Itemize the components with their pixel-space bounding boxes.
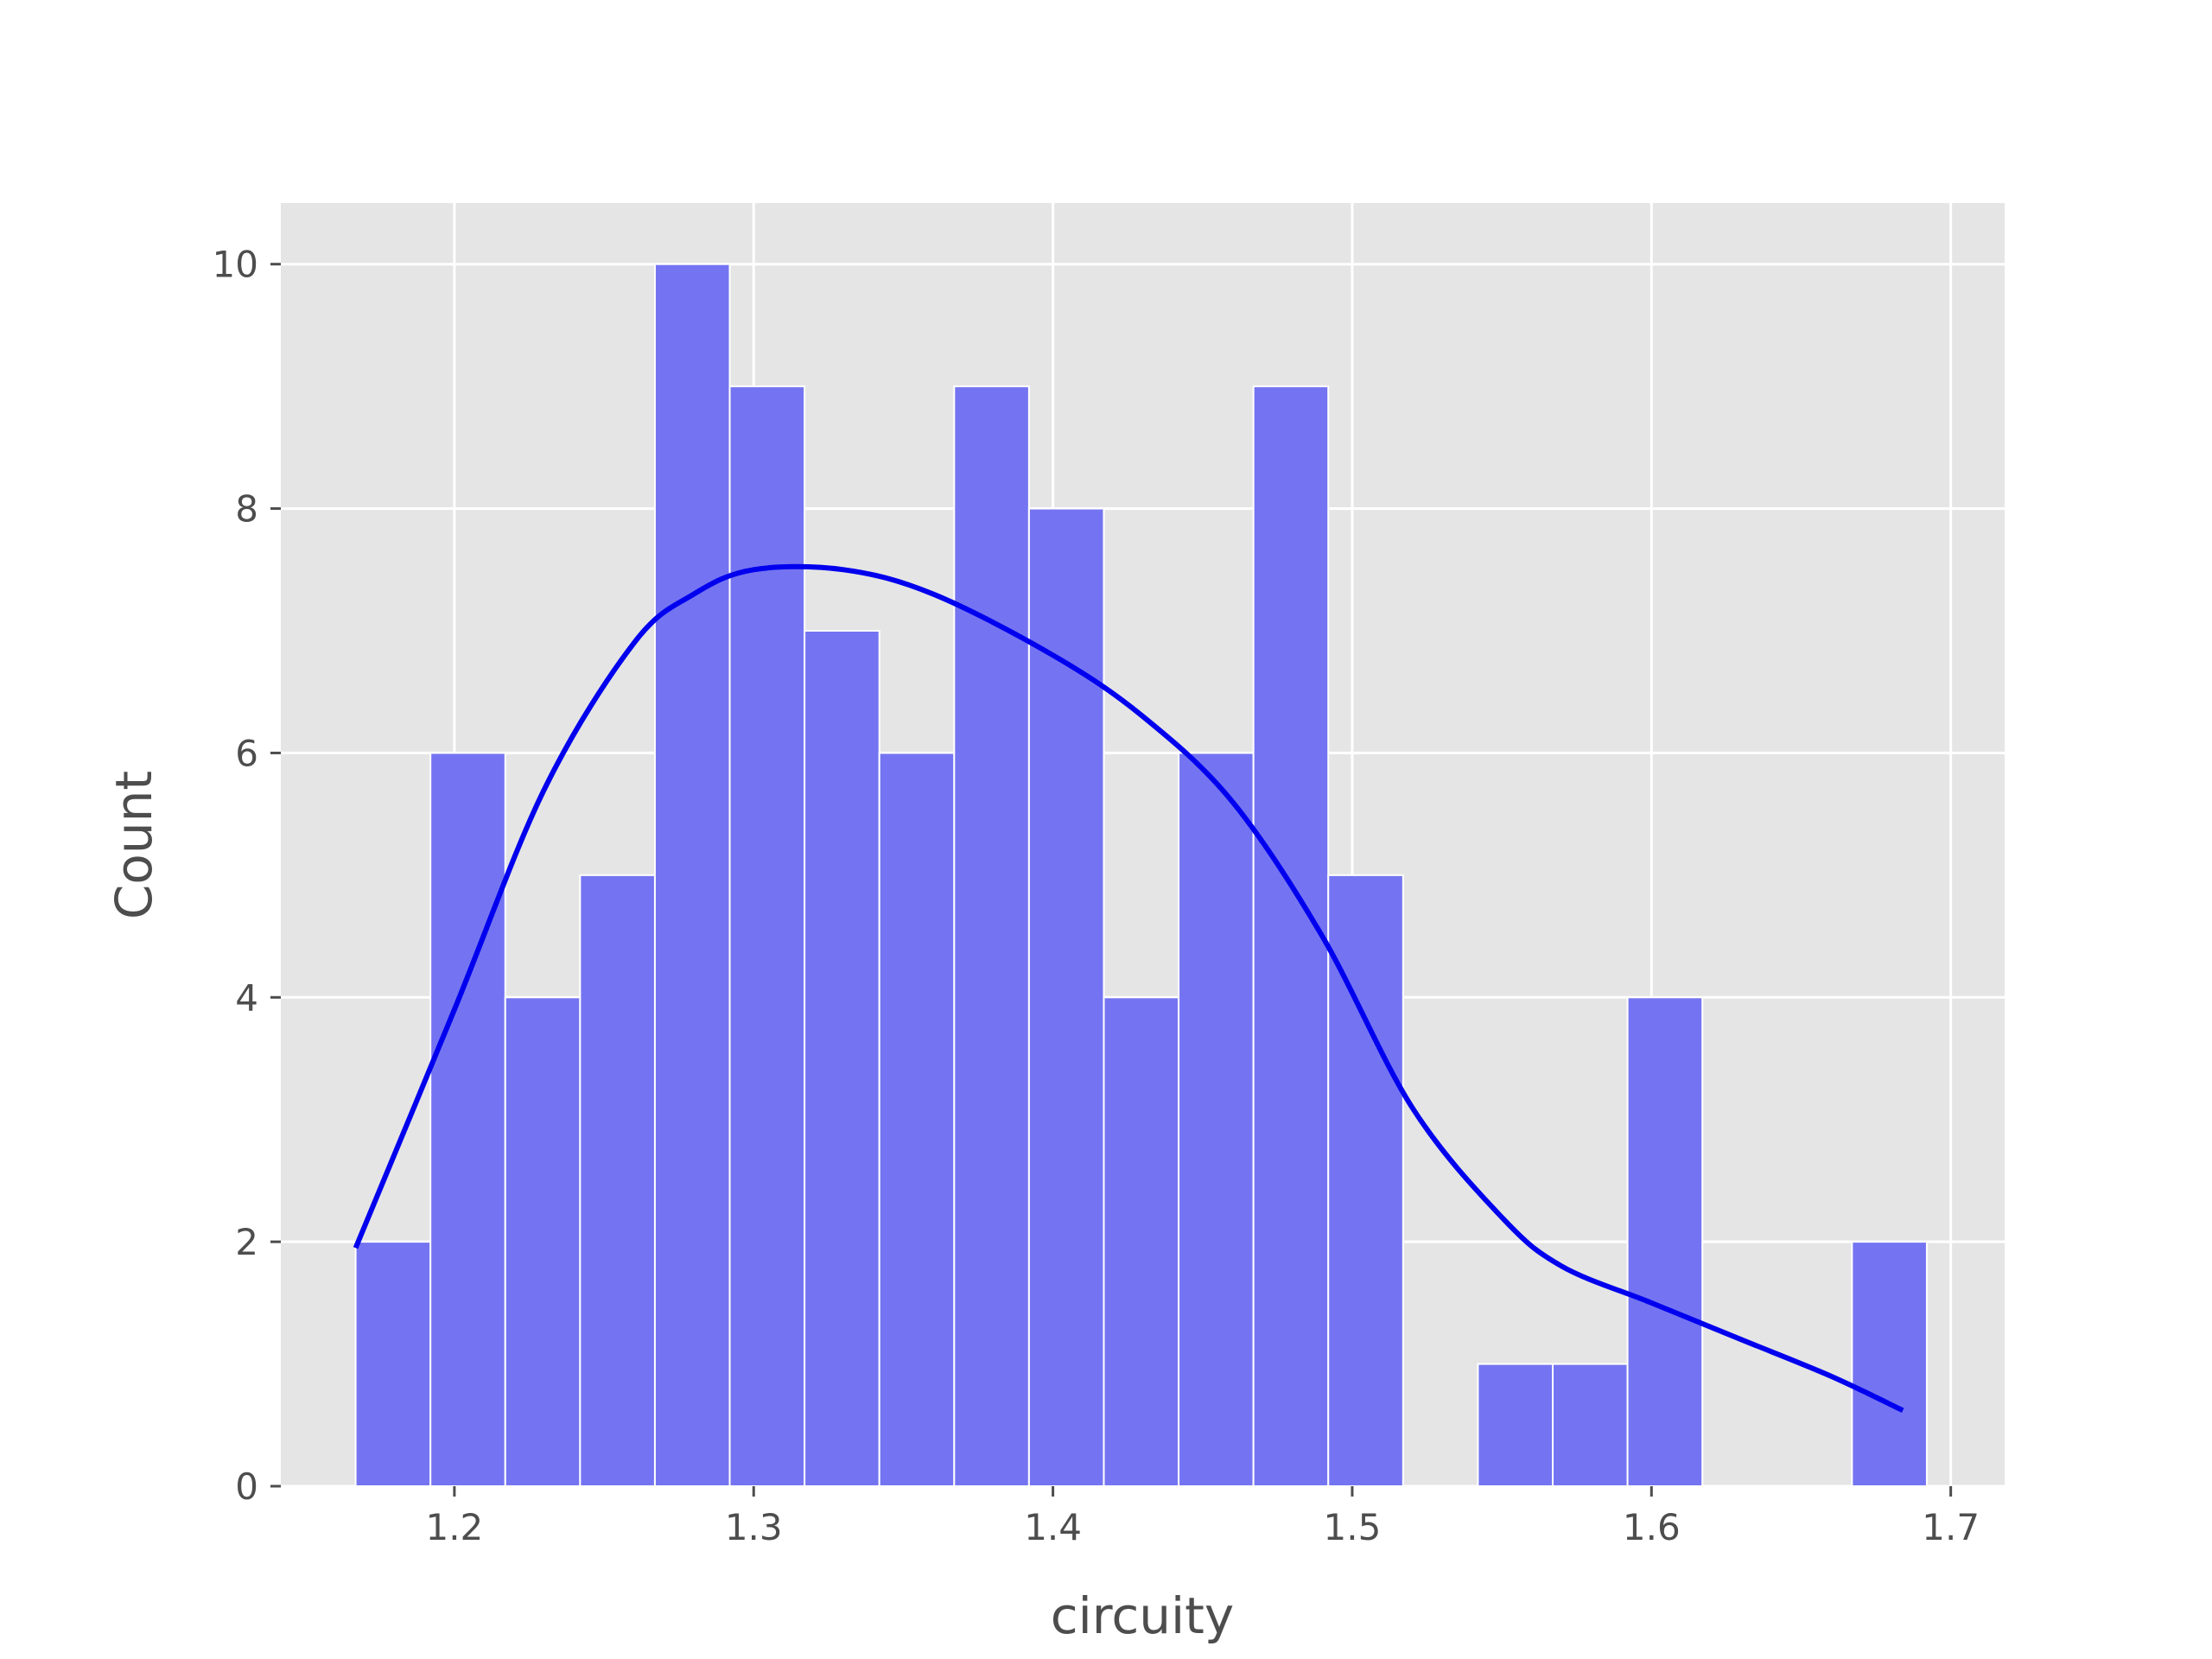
histogram-bar — [1103, 996, 1180, 1488]
y-tick-label: 2 — [235, 1221, 258, 1263]
kde-line — [353, 563, 1904, 1414]
histogram-bar — [1552, 1363, 1629, 1487]
histogram-bar — [354, 1241, 432, 1487]
histogram-bar — [579, 874, 656, 1487]
histogram-bar — [1327, 874, 1404, 1487]
x-tick-label: 1.6 — [1623, 1506, 1681, 1548]
x-tick-label: 1.7 — [1922, 1506, 1980, 1548]
axis-ticks — [270, 263, 1953, 1497]
histogram-bar — [1477, 1363, 1554, 1487]
y-tick-label: 4 — [235, 976, 258, 1019]
histogram-bar — [1252, 385, 1330, 1488]
histogram-bar — [1178, 752, 1255, 1487]
histogram-bar — [1626, 996, 1704, 1488]
histogram-bar — [1027, 507, 1105, 1487]
y-tick-label: 0 — [235, 1465, 258, 1508]
histogram-bar — [653, 263, 731, 1488]
x-axis-label: circuity — [1051, 1586, 1234, 1645]
y-tick-label: 8 — [235, 488, 258, 531]
x-tick-label: 1.5 — [1324, 1506, 1382, 1548]
histogram-bar — [878, 752, 956, 1487]
histogram-bar — [953, 385, 1030, 1488]
y-tick-label: 10 — [213, 244, 258, 286]
histogram-bar — [804, 630, 880, 1487]
y-tick-label: 6 — [235, 732, 258, 774]
x-tick-labels: 1.2 1.3 1.4 1.5 1.6 1.7 — [425, 1506, 1980, 1548]
x-tick-label: 1.3 — [725, 1506, 783, 1548]
y-tick-labels: 0 2 4 6 8 10 — [213, 244, 258, 1508]
histogram-bar — [1851, 1241, 1928, 1487]
x-tick-label: 1.2 — [425, 1506, 483, 1548]
histogram-bar — [429, 752, 506, 1487]
histogram-bar — [728, 385, 806, 1488]
y-axis-label: Count — [105, 771, 163, 919]
histogram-bar — [504, 996, 582, 1488]
x-tick-label: 1.4 — [1024, 1506, 1082, 1548]
